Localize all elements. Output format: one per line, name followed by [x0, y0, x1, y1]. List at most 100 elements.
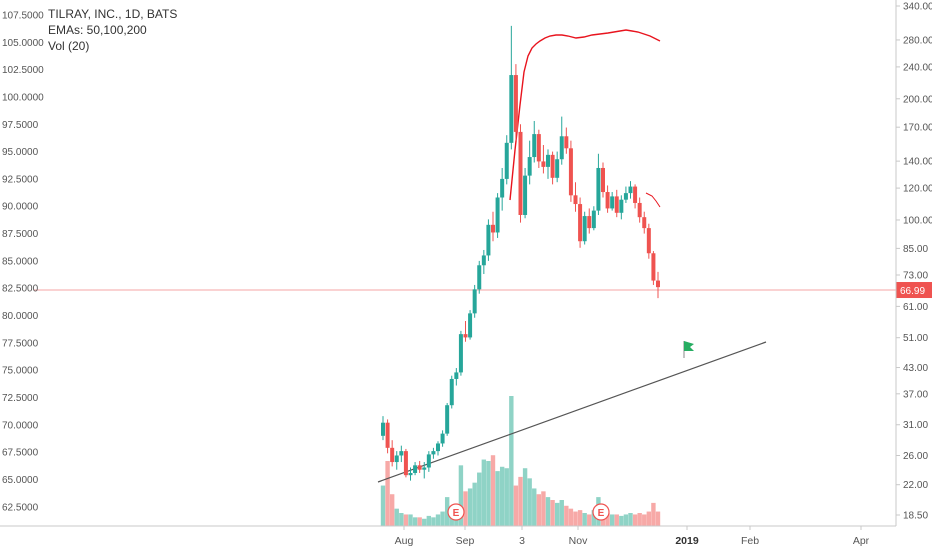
candle-body: [481, 255, 486, 266]
chart-legend: TILRAY, INC., 1D, BATS EMAs: 50,100,200 …: [48, 6, 177, 54]
candle-body: [623, 193, 628, 200]
candle-body: [642, 217, 647, 229]
candle-body: [509, 75, 514, 143]
x-axis-tick-label: 3: [519, 535, 525, 547]
earnings-marker: [447, 503, 465, 521]
candle-body: [422, 467, 427, 470]
volume-bar: [385, 461, 390, 526]
candle-body: [564, 136, 569, 149]
left-axis-tick-label: 80.0000: [2, 311, 39, 322]
volume-bar: [412, 517, 418, 526]
right-axis-tick-label: 140.00: [903, 157, 932, 168]
x-axis-tick-label: Feb: [741, 535, 759, 547]
volume-bar: [504, 468, 509, 526]
volume-bar: [628, 513, 633, 526]
right-axis-tick-label: 37.00: [903, 389, 928, 400]
ema-long-line: [509, 29, 661, 201]
left-axis-tick-label: 70.0000: [2, 420, 39, 431]
left-axis-tick-label: 107.5000: [2, 10, 44, 21]
right-axis-tick-label: 22.00: [903, 480, 928, 491]
candle-body: [495, 197, 500, 233]
flag-shape: [684, 341, 694, 351]
volume-bar: [389, 494, 395, 526]
left-axis-tick-label: 90.0000: [2, 202, 39, 213]
volume-bar: [399, 513, 404, 526]
left-axis-tick-label: 87.5000: [2, 229, 39, 240]
candle-body: [601, 167, 605, 193]
left-axis-tick-label: 82.5000: [2, 284, 39, 295]
x-axis-tick-label: 2019: [675, 535, 699, 547]
last-price-label: 66.99: [900, 286, 925, 297]
candle-body: [463, 334, 468, 338]
volume-bar: [444, 497, 450, 526]
volume-bar: [513, 485, 519, 526]
volume-bar: [403, 514, 409, 526]
right-axis-tick-label: 200.00: [903, 94, 932, 105]
candle-body: [454, 372, 459, 379]
flag-icon: [683, 341, 694, 358]
right-axis-tick-label: 340.00: [903, 2, 932, 13]
candle-body: [440, 433, 445, 444]
candle-body: [385, 422, 390, 448]
volume-bar: [458, 465, 464, 526]
volume-bar: [509, 396, 514, 526]
volume-bar: [591, 510, 597, 526]
volume-bar: [394, 508, 399, 526]
left-axis-tick-label: 105.0000: [2, 38, 44, 49]
x-axis-tick-label: Aug: [395, 535, 414, 547]
candle-body: [546, 154, 550, 167]
left-axis-tick-label: 67.5000: [2, 448, 39, 459]
earnings-marker: [592, 503, 610, 521]
left-axis-tick-label: 72.5000: [2, 393, 39, 404]
left-axis-tick-label: 77.5000: [2, 338, 39, 349]
volume-bar: [536, 494, 542, 526]
candle-body: [550, 154, 555, 178]
volume-bar: [642, 514, 647, 526]
volume-bar: [582, 513, 587, 526]
candle-body: [413, 465, 418, 473]
volume-bar: [499, 466, 505, 526]
candle-body: [637, 202, 642, 218]
candle-body: [491, 224, 495, 233]
candle-body: [381, 422, 385, 436]
candle-body: [390, 447, 395, 463]
left-axis-tick-label: 62.5000: [2, 502, 39, 513]
volume-bar: [609, 514, 615, 526]
volume-bar: [486, 461, 491, 526]
candle-body: [445, 405, 450, 434]
volume-bar: [481, 459, 487, 526]
candle-body: [431, 451, 436, 455]
volume-bar: [408, 514, 413, 526]
right-axis-tick-label: 73.00: [903, 270, 928, 281]
candle-body: [417, 465, 422, 470]
candle-body: [472, 289, 477, 314]
volume-bar: [573, 511, 578, 526]
candle-body: [573, 195, 578, 205]
candle-body: [523, 175, 528, 215]
candle-body: [513, 75, 518, 132]
volume-bar: [490, 455, 496, 526]
candle-body: [591, 210, 596, 229]
candle-body: [541, 161, 546, 167]
volume-bar: [522, 468, 528, 526]
volume-bar: [655, 511, 661, 526]
candle-body: [559, 136, 564, 160]
volume-bar: [541, 491, 546, 526]
x-axis-tick-label: Nov: [569, 535, 588, 547]
left-axis-tick-label: 85.0000: [2, 256, 39, 267]
candle-body: [408, 472, 413, 476]
trendline: [377, 341, 767, 483]
ema-indicator-label: EMAs: 50,100,200: [48, 23, 147, 37]
volume-bar: [440, 511, 445, 526]
volume-bar: [527, 478, 532, 526]
volume-bar: [637, 513, 642, 526]
candle-body: [399, 451, 404, 456]
volume-bar: [477, 472, 482, 526]
candle-body: [532, 134, 537, 158]
volume-indicator-label: Vol (20): [48, 39, 90, 53]
candle-body: [578, 204, 583, 242]
volume-bar: [422, 518, 427, 526]
volume-bar: [545, 497, 551, 526]
candle-body: [477, 265, 482, 290]
